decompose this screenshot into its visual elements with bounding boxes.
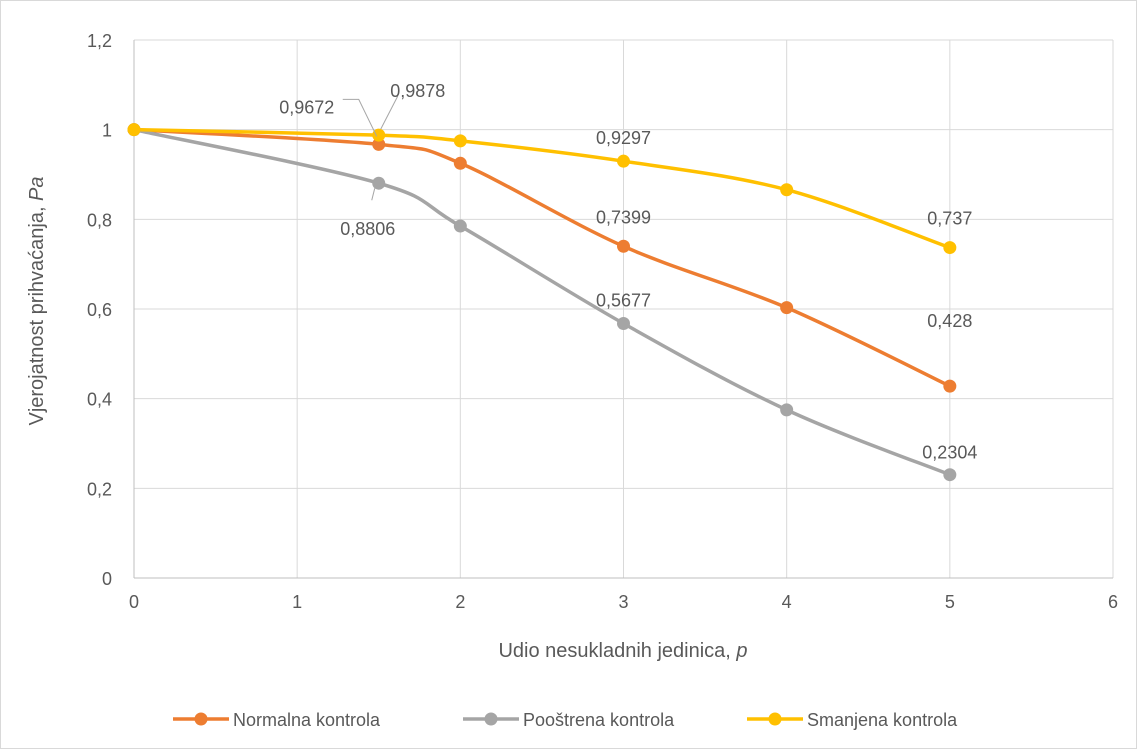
y-tick-label: 0,8	[87, 210, 112, 230]
y-axis-title: Vjerojatnost prihvaćanja, Pa	[26, 176, 48, 425]
smanjena-kontrola-point	[453, 134, 467, 148]
normalna-kontrola-point	[453, 156, 467, 170]
poostrena-kontrola-point	[943, 468, 957, 482]
y-tick-label: 0	[102, 569, 112, 589]
x-tick-label: 3	[618, 592, 628, 612]
poostrena-kontrola-line	[132, 127, 952, 477]
y-tick-label: 0,4	[87, 390, 112, 410]
x-tick-label: 2	[455, 592, 465, 612]
normalna-kontrola-data-label: 0,9672	[279, 97, 334, 117]
smanjena-kontrola-data-label: 0,9297	[596, 128, 651, 148]
poostrena-kontrola-point	[780, 403, 794, 417]
normalna-kontrola-legend-label: Normalna kontrola	[233, 710, 381, 730]
smanjena-kontrola-point	[617, 154, 630, 168]
gridlines	[134, 39, 1114, 578]
x-tick-label: 4	[782, 592, 792, 612]
smanjena-kontrola-data-label: 0,9878	[390, 81, 445, 101]
normalna-kontrola-point	[617, 239, 630, 253]
x-tick-label: 5	[945, 592, 955, 612]
smanjena-kontrola-label-leader	[380, 95, 399, 130]
normalna-kontrola-point	[780, 301, 794, 315]
smanjena-kontrola-legend-label: Smanjena kontrola	[807, 710, 958, 730]
poostrena-kontrola-legend-marker	[484, 712, 498, 726]
poostrena-kontrola-legend-label: Pooštrena kontrola	[523, 710, 675, 730]
smanjena-kontrola-point	[127, 123, 141, 137]
smanjena-kontrola-point	[780, 183, 794, 197]
poostrena-kontrola-point	[617, 316, 630, 330]
y-tick-label: 1,2	[87, 31, 112, 51]
y-tick-label: 0,2	[87, 479, 112, 499]
smanjena-kontrola-point	[943, 241, 957, 255]
series-lines	[132, 127, 952, 477]
poostrena-kontrola-data-label: 0,2304	[922, 443, 977, 463]
data-labels: 0,9672 0,7399 0,428 0,8806 0,5677 0,2304 0,987…	[279, 81, 977, 463]
y-tick-label: 0,6	[87, 300, 112, 320]
poostrena-kontrola-data-label: 0,5677	[596, 290, 651, 310]
smanjena-kontrola-data-label: 0,737	[927, 209, 972, 229]
x-tick-label: 6	[1108, 592, 1118, 612]
poostrena-kontrola-data-label: 0,8806	[340, 219, 395, 239]
x-tick-label: 0	[129, 592, 139, 612]
smanjena-kontrola-legend-marker	[768, 712, 782, 726]
poostrena-kontrola-label-leader	[371, 188, 376, 201]
normalna-kontrola-data-label: 0,7399	[596, 207, 651, 227]
series-markers	[127, 123, 957, 482]
poostrena-kontrola-point	[372, 176, 386, 190]
x-tick-label: 1	[292, 592, 302, 612]
smanjena-kontrola-line	[132, 127, 952, 250]
normalna-kontrola-line	[132, 127, 952, 388]
y-tick-label: 1	[102, 121, 112, 141]
smanjena-kontrola-point	[372, 128, 386, 142]
poostrena-kontrola-point	[453, 219, 467, 233]
x-axis-title: Udio nesukladnih jedinica, p	[498, 640, 747, 662]
normalna-kontrola-legend-marker	[194, 712, 208, 726]
axes: 0 0,2 0,4 0,6 0,8 1 1,2 0 1 2 3 4 5 6	[87, 31, 1118, 612]
legend: Normalna kontrola Pooštrena kontrola Smanj…	[173, 710, 958, 730]
normalna-kontrola-point	[372, 137, 386, 151]
normalna-kontrola-label-leader	[342, 98, 378, 137]
normalna-kontrola-point	[943, 379, 957, 393]
normalna-kontrola-data-label: 0,428	[927, 311, 972, 331]
